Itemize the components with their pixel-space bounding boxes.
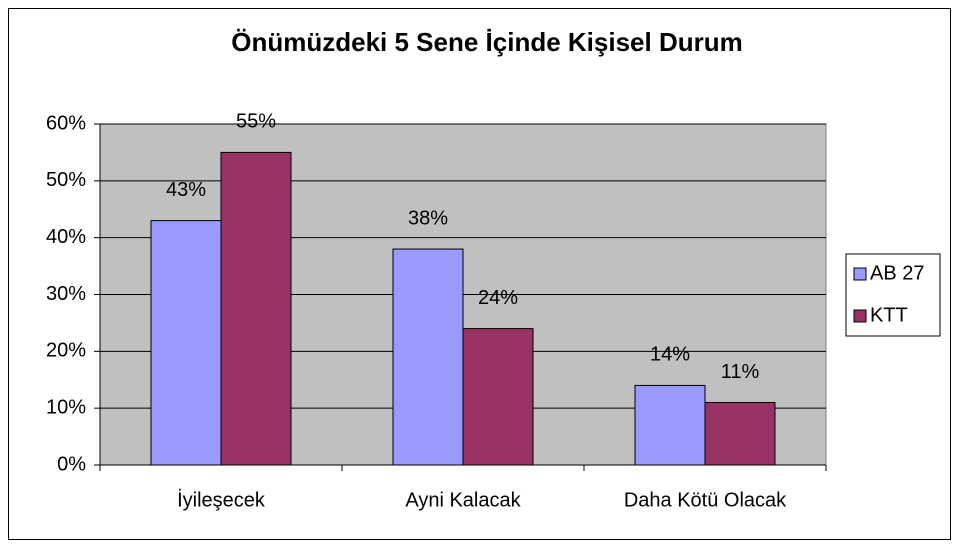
bar <box>150 220 222 466</box>
data-label: 11% <box>721 361 760 383</box>
y-tick-label: 30% <box>46 283 86 305</box>
legend-label: KTT <box>870 304 908 326</box>
y-tick-label: 50% <box>46 169 86 191</box>
y-tick-label: 40% <box>46 226 86 248</box>
bar <box>634 384 706 466</box>
data-label: 38% <box>408 207 448 229</box>
bar <box>704 401 776 466</box>
data-label: 43% <box>166 179 206 201</box>
y-tick-label: 10% <box>46 396 86 418</box>
legend-swatch <box>853 309 867 323</box>
y-tick-label: 0% <box>57 453 86 475</box>
bar <box>220 151 292 466</box>
y-tick-label: 60% <box>46 112 86 134</box>
data-label: 24% <box>478 287 518 309</box>
bar <box>392 248 464 466</box>
legend-label: AB 27 <box>870 262 924 284</box>
legend-swatch <box>853 267 867 281</box>
data-label: 14% <box>650 344 690 366</box>
x-tick-label: Daha Kötü Olacak <box>624 489 787 511</box>
x-tick-label: İyileşecek <box>177 488 266 511</box>
y-tick-label: 20% <box>46 340 86 362</box>
chart-title: Önümüzdeki 5 Sene İçinde Kişisel Durum <box>231 27 742 57</box>
x-tick-label: Ayni Kalacak <box>405 489 521 511</box>
bar <box>462 328 534 466</box>
data-label: 55% <box>236 111 276 133</box>
